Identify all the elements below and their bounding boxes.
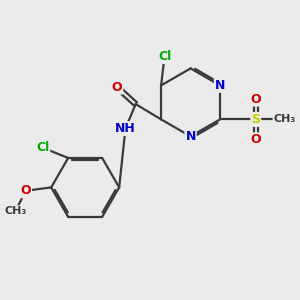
Text: CH₃: CH₃ xyxy=(274,114,296,124)
Text: O: O xyxy=(250,133,261,146)
Text: Cl: Cl xyxy=(36,141,49,154)
Text: O: O xyxy=(112,81,122,94)
Text: N: N xyxy=(215,79,225,92)
Text: CH₃: CH₃ xyxy=(4,206,27,216)
Text: N: N xyxy=(185,130,196,143)
Text: Cl: Cl xyxy=(158,50,171,63)
Text: NH: NH xyxy=(115,122,136,135)
Text: O: O xyxy=(250,92,261,106)
Text: S: S xyxy=(251,113,260,126)
Text: O: O xyxy=(20,184,31,197)
